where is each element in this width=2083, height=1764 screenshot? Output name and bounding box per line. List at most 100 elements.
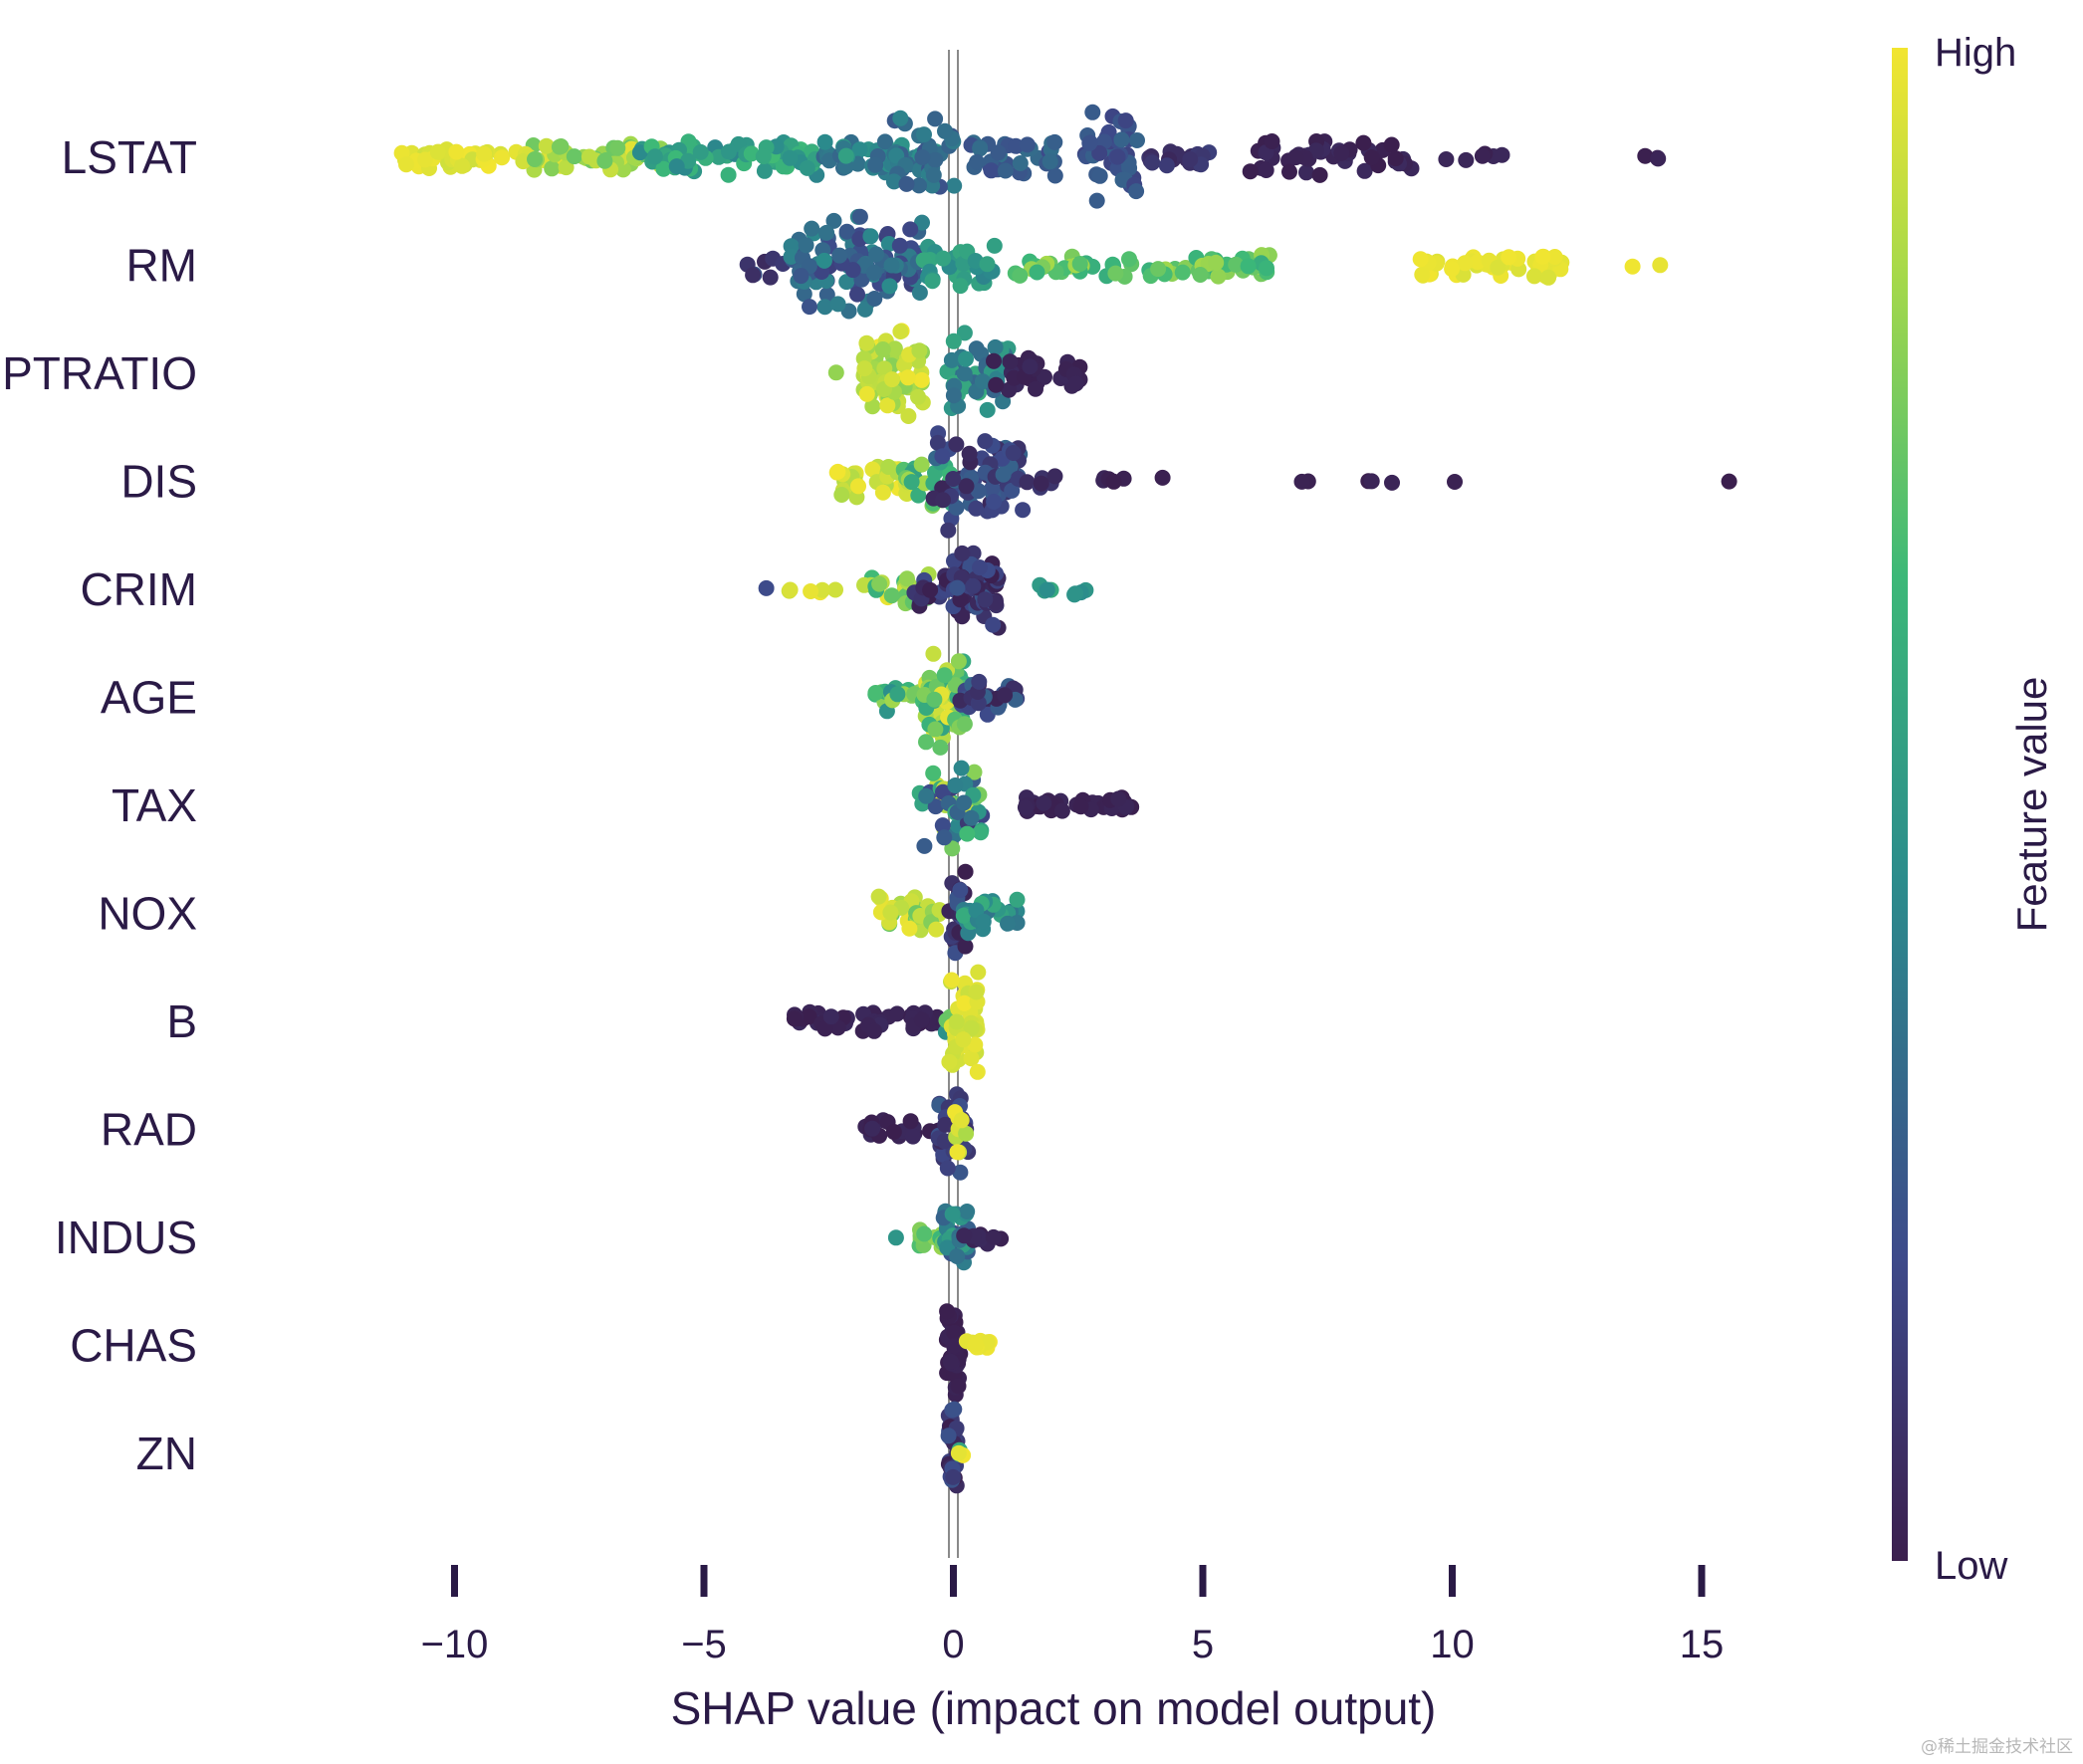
shap-point — [1208, 254, 1225, 271]
shap-point — [945, 1468, 962, 1485]
shap-point — [801, 1008, 817, 1025]
shap-point — [1192, 267, 1209, 283]
shap-point — [1637, 147, 1654, 164]
feature-points-crim — [758, 545, 1094, 636]
shap-point — [818, 224, 835, 241]
shap-point — [979, 256, 996, 273]
feature-label-crim: CRIM — [80, 563, 197, 615]
x-axis-ticks: −10 −5 0 5 10 15 — [421, 1565, 1724, 1666]
shap-point — [899, 570, 915, 587]
shap-point — [934, 448, 951, 465]
shap-point — [947, 777, 964, 793]
shap-point — [952, 1164, 969, 1181]
shap-point — [551, 138, 568, 155]
shap-point — [1650, 150, 1667, 167]
shap-point — [1046, 133, 1063, 150]
shap-point — [866, 265, 882, 281]
shap-point — [899, 369, 916, 386]
feature-label-tax: TAX — [112, 779, 197, 831]
shap-point — [952, 278, 969, 295]
shap-point — [956, 716, 973, 733]
shap-point — [849, 286, 865, 303]
shap-point — [1210, 268, 1227, 285]
shap-point — [956, 365, 973, 382]
shap-point — [1033, 475, 1049, 492]
shap-point — [950, 653, 967, 670]
shap-point — [970, 964, 987, 981]
shap-point — [1067, 375, 1084, 392]
shap-point — [798, 237, 814, 254]
shap-point — [916, 126, 932, 143]
shap-point — [903, 474, 920, 491]
feature-points-rad — [857, 1086, 977, 1181]
shap-point — [898, 175, 915, 192]
shap-point — [655, 160, 672, 177]
shap-point — [782, 149, 799, 166]
shap-point — [1624, 258, 1641, 275]
shap-point — [745, 267, 762, 284]
shap-point — [692, 143, 709, 160]
shap-point — [972, 140, 989, 157]
shap-point — [986, 237, 1003, 254]
shap-point — [934, 817, 951, 834]
shap-point — [1022, 358, 1039, 375]
shap-point — [1015, 502, 1032, 519]
shap-point — [968, 984, 985, 1000]
shap-point — [544, 160, 561, 177]
shap-point — [866, 1022, 882, 1039]
shap-point — [856, 301, 873, 318]
shap-point — [949, 1144, 966, 1161]
shap-point — [1046, 468, 1063, 485]
feature-points-dis — [828, 425, 1737, 539]
shap-point — [932, 739, 949, 756]
shap-point — [1129, 132, 1145, 148]
shap-point — [950, 1444, 967, 1461]
shap-point — [476, 145, 493, 162]
shap-point — [987, 338, 1004, 355]
x-tick-label: 0 — [942, 1623, 964, 1666]
shap-point — [833, 487, 850, 503]
feature-label-indus: INDUS — [55, 1212, 197, 1263]
shap-point — [879, 397, 896, 414]
shap-point — [793, 268, 810, 285]
shap-point — [977, 591, 994, 608]
shap-point — [831, 247, 848, 264]
shap-point — [949, 1248, 966, 1264]
shap-point — [985, 1228, 1002, 1245]
shap-point — [1387, 150, 1404, 167]
shap-point — [884, 371, 900, 388]
shap-point — [972, 559, 988, 576]
shap-point — [762, 269, 779, 286]
shap-point — [902, 1113, 919, 1130]
shap-point — [1228, 256, 1245, 273]
shap-point — [864, 1120, 881, 1137]
shap-point — [1107, 265, 1124, 282]
shap-point — [911, 285, 928, 301]
shap-point — [935, 250, 952, 267]
shap-point — [961, 445, 978, 462]
shap-point — [887, 1229, 904, 1246]
shap-point — [1174, 264, 1191, 281]
shap-point — [995, 466, 1012, 483]
shap-point — [902, 221, 919, 238]
shap-point — [943, 351, 960, 368]
shap-point — [1009, 891, 1026, 908]
shap-point — [827, 364, 844, 381]
shap-point — [957, 863, 974, 880]
feature-points-ptratio — [827, 323, 1088, 424]
shap-point — [928, 921, 945, 938]
shap-point — [1355, 134, 1372, 151]
shap-point — [858, 334, 875, 351]
shap-point — [1028, 380, 1043, 397]
feature-label-zn: ZN — [136, 1428, 197, 1479]
shap-point — [954, 545, 971, 561]
shap-point — [958, 478, 975, 495]
shap-point — [956, 794, 972, 811]
shap-point — [417, 151, 433, 168]
x-axis-title: SHAP value (impact on model output) — [671, 1682, 1437, 1734]
shap-point — [963, 1050, 980, 1067]
shap-point — [892, 324, 909, 339]
shap-point — [948, 1013, 965, 1030]
colorbar-low-label: Low — [1935, 1544, 2007, 1588]
shap-point — [885, 1124, 902, 1140]
